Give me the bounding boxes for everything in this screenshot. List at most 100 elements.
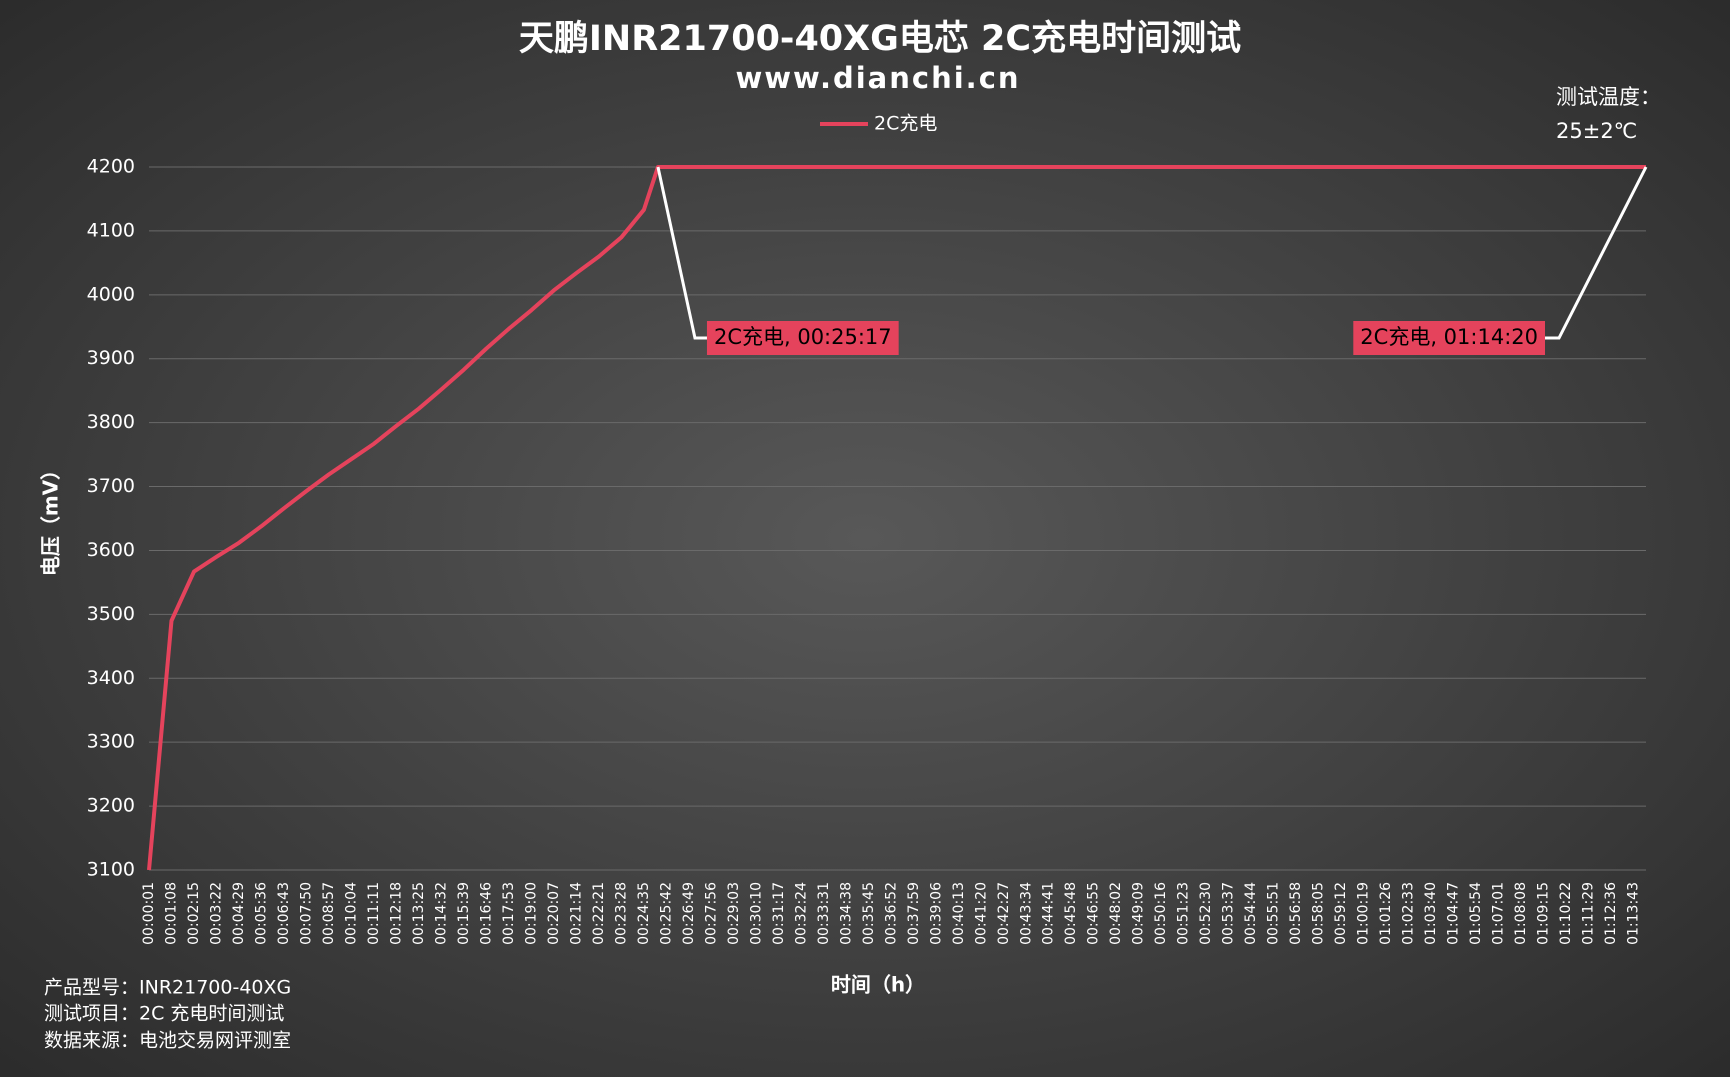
x-tick-label: 01:10:22 bbox=[1558, 882, 1574, 945]
x-tick-label: 00:04:29 bbox=[231, 882, 247, 945]
x-tick-label: 01:07:01 bbox=[1491, 882, 1507, 945]
note: 测试温度： bbox=[1556, 85, 1661, 109]
x-tick-label: 00:48:02 bbox=[1108, 882, 1124, 945]
x-tick-label: 00:45:48 bbox=[1063, 882, 1079, 945]
x-tick-label: 00:58:05 bbox=[1311, 882, 1327, 945]
y-tick-label: 3700 bbox=[87, 475, 135, 497]
x-tick-label: 00:41:20 bbox=[973, 882, 989, 945]
x-tick-label: 01:04:47 bbox=[1446, 882, 1462, 945]
x-tick-label: 00:40:13 bbox=[951, 882, 967, 945]
x-axis-label: 时间（h） bbox=[831, 973, 925, 997]
x-tick-label: 00:06:43 bbox=[276, 882, 292, 945]
x-tick-label: 00:03:22 bbox=[208, 882, 224, 945]
x-tick-label: 00:24:35 bbox=[636, 882, 652, 945]
x-tick-label: 00:56:58 bbox=[1288, 882, 1304, 945]
x-tick-label: 01:11:29 bbox=[1581, 882, 1597, 945]
y-tick-label: 3500 bbox=[87, 603, 135, 625]
y-tick-label: 3300 bbox=[87, 731, 135, 753]
x-tick-label: 00:42:27 bbox=[996, 882, 1012, 945]
y-tick-label: 3800 bbox=[87, 411, 135, 433]
x-tick-label: 00:10:04 bbox=[343, 882, 359, 945]
x-tick-label: 00:20:07 bbox=[546, 882, 562, 945]
x-tick-label: 00:51:23 bbox=[1176, 882, 1192, 945]
annotation: 2C充电, 00:25:17 bbox=[656, 166, 899, 355]
y-tick-label: 3100 bbox=[87, 859, 135, 881]
x-tick-label: 00:21:14 bbox=[568, 882, 584, 945]
legend-label: 2C充电 bbox=[874, 113, 937, 135]
x-tick-label: 00:17:53 bbox=[501, 882, 517, 945]
annotation-label: 2C充电, 01:14:20 bbox=[1360, 325, 1538, 349]
y-tick-label: 3600 bbox=[87, 539, 135, 561]
line-series bbox=[147, 165, 1646, 871]
y-tick-label: 3400 bbox=[87, 667, 135, 689]
x-tick-label: 00:36:52 bbox=[883, 882, 899, 945]
x-tick-label: 00:27:56 bbox=[703, 882, 719, 945]
x-tick-label: 00:25:42 bbox=[658, 882, 674, 945]
x-tick-label: 00:12:18 bbox=[388, 882, 404, 945]
x-tick-label: 00:29:03 bbox=[726, 882, 742, 945]
x-tick-label: 00:13:25 bbox=[411, 882, 427, 945]
x-tick-label: 00:50:16 bbox=[1153, 882, 1169, 945]
x-tick-label: 00:53:37 bbox=[1221, 882, 1237, 945]
y-tick-label: 4100 bbox=[87, 219, 135, 241]
x-tick-label: 00:49:09 bbox=[1131, 882, 1147, 945]
x-tick-label: 00:01:08 bbox=[163, 882, 179, 945]
x-tick-label: 01:13:43 bbox=[1626, 882, 1642, 945]
x-tick-label: 01:09:15 bbox=[1536, 882, 1552, 945]
x-tick-label: 00:46:55 bbox=[1086, 882, 1102, 945]
x-tick-label: 00:00:01 bbox=[141, 882, 157, 945]
x-tick-label: 00:32:24 bbox=[793, 882, 809, 945]
annotation-leader bbox=[656, 166, 707, 340]
x-tick-label: 00:54:44 bbox=[1243, 882, 1259, 945]
x-tick-label: 00:19:00 bbox=[523, 882, 539, 945]
x-tick-label: 00:34:38 bbox=[838, 882, 854, 945]
x-tick-label: 01:12:36 bbox=[1603, 882, 1619, 945]
x-tick-label: 00:44:41 bbox=[1041, 882, 1057, 945]
footer-line: 产品型号：INR21700-40XG bbox=[44, 977, 291, 999]
x-tick-label: 00:08:57 bbox=[321, 882, 337, 945]
x-tick-label: 00:30:10 bbox=[748, 882, 764, 945]
x-tick-label: 00:37:59 bbox=[906, 882, 922, 945]
x-tick-label: 01:02:33 bbox=[1401, 882, 1417, 945]
x-tick-label: 00:55:51 bbox=[1266, 882, 1282, 945]
x-tick-label: 00:02:15 bbox=[186, 882, 202, 945]
y-tick-label: 3200 bbox=[87, 795, 135, 817]
x-tick-label: 00:14:32 bbox=[433, 882, 449, 945]
y-tick-label: 4200 bbox=[87, 156, 135, 178]
x-tick-label: 01:08:08 bbox=[1513, 882, 1529, 945]
x-tick-label: 00:23:28 bbox=[613, 882, 629, 945]
x-tick-label: 00:16:46 bbox=[478, 882, 494, 945]
annotation-label: 2C充电, 00:25:17 bbox=[714, 325, 892, 349]
x-tick-label: 00:22:21 bbox=[591, 882, 607, 945]
y-axis-label: 电压（mV） bbox=[39, 460, 63, 576]
x-tick-label: 00:39:06 bbox=[928, 882, 944, 945]
x-tick-label: 00:35:45 bbox=[861, 882, 877, 945]
x-tick-label: 00:15:39 bbox=[456, 882, 472, 945]
x-tick-label: 00:26:49 bbox=[681, 882, 697, 945]
x-tick-label: 01:00:19 bbox=[1356, 882, 1372, 945]
x-tick-label: 00:07:50 bbox=[298, 882, 314, 945]
annotation-leader bbox=[1545, 166, 1648, 340]
x-tick-label: 00:05:36 bbox=[253, 882, 269, 945]
x-tick-label: 01:03:40 bbox=[1423, 882, 1439, 945]
x-tick-label: 00:31:17 bbox=[771, 882, 787, 945]
y-tick-label: 4000 bbox=[87, 283, 135, 305]
x-tick-label: 01:05:54 bbox=[1468, 882, 1484, 945]
x-tick-label: 00:11:11 bbox=[366, 882, 382, 945]
annotation-box bbox=[706, 321, 899, 355]
x-tick-label: 00:52:30 bbox=[1198, 882, 1214, 945]
annotation: 2C充电, 01:14:20 bbox=[1353, 166, 1648, 355]
x-tick-label: 00:59:12 bbox=[1333, 882, 1349, 945]
chart-subtitle: www.dianchi.cn bbox=[735, 61, 1020, 95]
y-tick-label: 3900 bbox=[87, 347, 135, 369]
note: 25±2℃ bbox=[1556, 119, 1637, 143]
annotation-box bbox=[1353, 321, 1545, 355]
x-tick-label: 00:43:34 bbox=[1018, 882, 1034, 945]
footer-line: 测试项目：2C 充电时间测试 bbox=[44, 1003, 284, 1025]
x-tick-label: 01:01:26 bbox=[1378, 882, 1394, 945]
footer-line: 数据来源：电池交易网评测室 bbox=[44, 1030, 291, 1052]
chart-title: 天鹏INR21700-40XG电芯 2C充电时间测试 bbox=[519, 19, 1241, 59]
